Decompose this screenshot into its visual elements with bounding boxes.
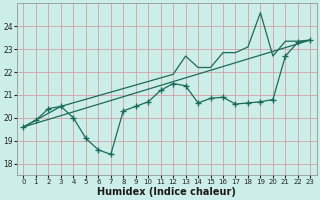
X-axis label: Humidex (Indice chaleur): Humidex (Indice chaleur) bbox=[98, 187, 236, 197]
